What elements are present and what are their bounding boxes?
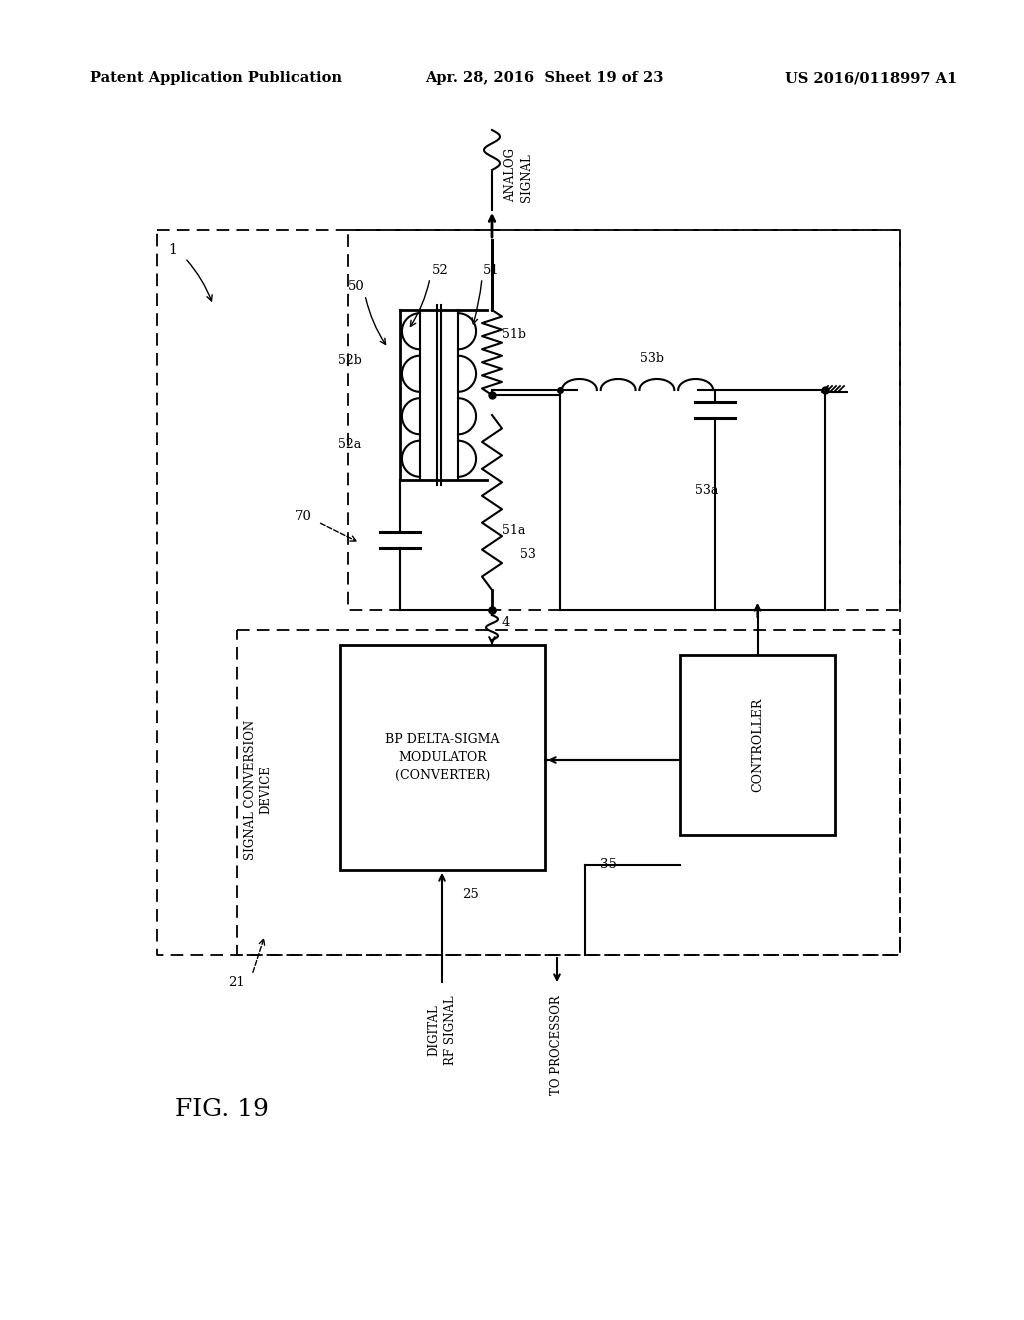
Text: Patent Application Publication: Patent Application Publication (90, 71, 342, 84)
Text: 70: 70 (295, 511, 312, 524)
Text: 51b: 51b (502, 329, 526, 342)
Text: 53: 53 (520, 549, 536, 561)
Text: 52b: 52b (338, 354, 361, 367)
Text: BP DELTA-SIGMA
MODULATOR
(CONVERTER): BP DELTA-SIGMA MODULATOR (CONVERTER) (385, 733, 500, 781)
Text: Apr. 28, 2016  Sheet 19 of 23: Apr. 28, 2016 Sheet 19 of 23 (425, 71, 664, 84)
Bar (340, 645, 545, 870)
Text: ANALOG
SIGNAL: ANALOG SIGNAL (504, 148, 534, 202)
Text: US 2016/0118997 A1: US 2016/0118997 A1 (785, 71, 957, 84)
Text: 50: 50 (348, 281, 365, 293)
Text: 53a: 53a (695, 483, 719, 496)
Text: SIGNAL CONVERSION
DEVICE: SIGNAL CONVERSION DEVICE (244, 719, 272, 861)
Text: 35: 35 (600, 858, 616, 871)
Text: 25: 25 (462, 888, 479, 902)
Text: 1: 1 (168, 243, 177, 257)
Text: 21: 21 (228, 975, 245, 989)
Text: DIGITAL
RF SIGNAL: DIGITAL RF SIGNAL (427, 995, 457, 1065)
Text: CONTROLLER: CONTROLLER (751, 698, 764, 792)
Text: 52: 52 (432, 264, 449, 276)
Text: 53b: 53b (640, 351, 664, 364)
Text: 51: 51 (483, 264, 500, 276)
Text: 4: 4 (502, 615, 510, 628)
Text: FIG. 19: FIG. 19 (175, 1098, 269, 1122)
Bar (680, 655, 835, 836)
Text: 52a: 52a (338, 438, 361, 451)
Text: TO PROCESSOR: TO PROCESSOR (551, 995, 563, 1094)
Text: 51a: 51a (502, 524, 525, 536)
